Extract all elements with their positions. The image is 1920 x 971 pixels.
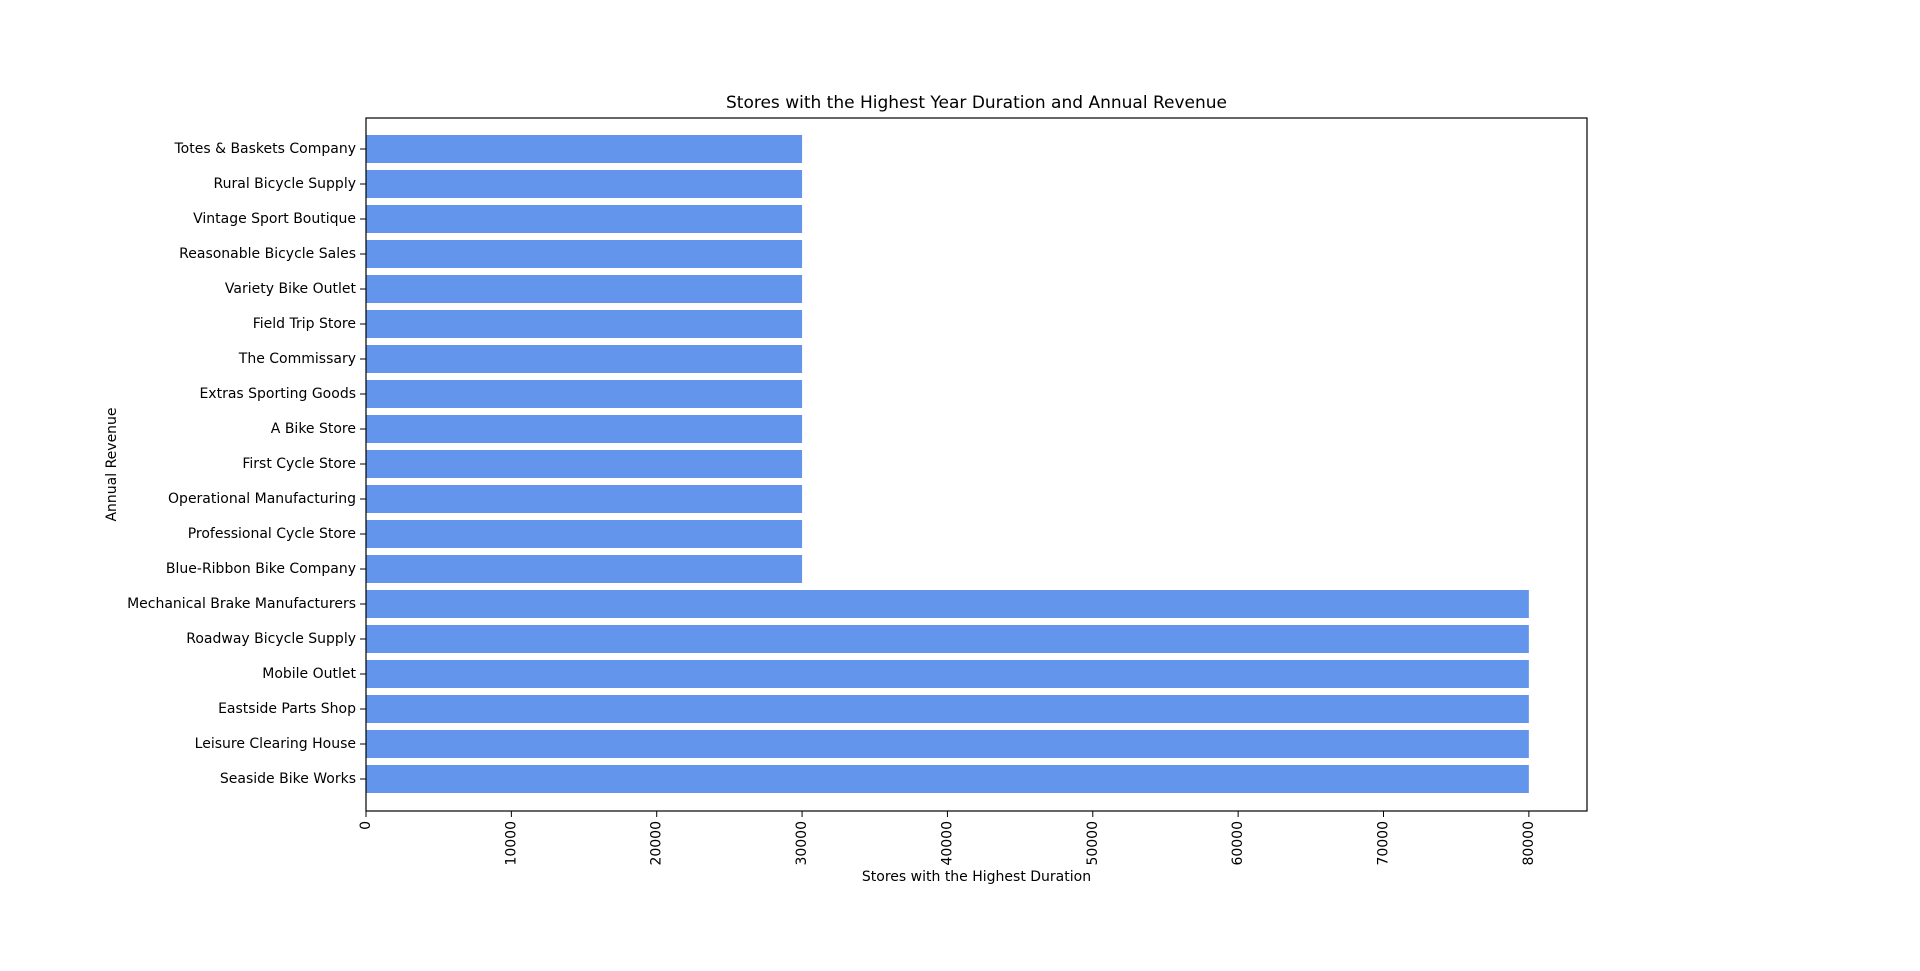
x-tick-label: 40000 — [939, 821, 955, 866]
bar — [366, 380, 803, 408]
y-tick-label: Extras Sporting Goods — [199, 386, 356, 402]
y-tick-label: Operational Manufacturing — [168, 491, 356, 507]
bar — [366, 765, 1529, 793]
bar — [366, 275, 803, 303]
chart-title: Stores with the Highest Year Duration an… — [726, 93, 1227, 113]
y-tick-label: Eastside Parts Shop — [218, 701, 356, 717]
x-tick-label: 30000 — [794, 821, 810, 866]
bar — [366, 485, 803, 513]
bar — [366, 345, 803, 373]
y-tick-label: Variety Bike Outlet — [225, 281, 357, 297]
y-tick-label: Seaside Bike Works — [220, 771, 356, 787]
y-tick-label: Mechanical Brake Manufacturers — [127, 596, 356, 612]
bar — [366, 310, 803, 338]
bar — [366, 625, 1529, 653]
bar — [366, 695, 1529, 723]
bar — [366, 555, 803, 583]
x-axis-ticks: 0 10000 20000 30000 40000 50000 60000 70000 8000… — [358, 811, 1537, 866]
y-axis-ticks: Seaside Bike Works Leisure Clearing House… — [127, 141, 366, 787]
y-tick-label: Field Trip Store — [253, 316, 356, 332]
bar — [366, 590, 1529, 618]
y-tick-label: Totes & Baskets Company — [174, 141, 357, 157]
x-tick-label: 50000 — [1085, 821, 1101, 866]
y-tick-label: A Bike Store — [271, 421, 356, 437]
y-tick-label: The Commissary — [238, 351, 356, 367]
y-tick-label: Blue-Ribbon Bike Company — [166, 561, 356, 577]
x-tick-label: 60000 — [1230, 821, 1246, 866]
x-tick-label: 20000 — [649, 821, 665, 866]
bar — [366, 415, 803, 443]
bar — [366, 450, 803, 478]
x-tick-label: 80000 — [1521, 821, 1537, 866]
bars-group — [366, 135, 1529, 793]
y-axis-label: Annual Revenue — [104, 407, 120, 521]
y-tick-label: Rural Bicycle Supply — [214, 176, 356, 192]
x-tick-label: 10000 — [503, 821, 519, 866]
y-tick-label: Reasonable Bicycle Sales — [179, 246, 356, 262]
y-tick-label: Leisure Clearing House — [195, 736, 356, 752]
bar — [366, 660, 1529, 688]
x-tick-label: 70000 — [1376, 821, 1392, 866]
bar — [366, 170, 803, 198]
y-tick-label: Mobile Outlet — [262, 666, 356, 682]
y-tick-label: Roadway Bicycle Supply — [186, 631, 356, 647]
y-tick-label: First Cycle Store — [242, 456, 356, 472]
bar — [366, 730, 1529, 758]
y-tick-label: Vintage Sport Boutique — [193, 211, 356, 227]
bar — [366, 135, 803, 163]
bar — [366, 520, 803, 548]
bar — [366, 240, 803, 268]
y-tick-label: Professional Cycle Store — [188, 526, 356, 542]
bar — [366, 205, 803, 233]
x-tick-label: 0 — [358, 821, 374, 830]
x-axis-label: Stores with the Highest Duration — [862, 869, 1091, 885]
